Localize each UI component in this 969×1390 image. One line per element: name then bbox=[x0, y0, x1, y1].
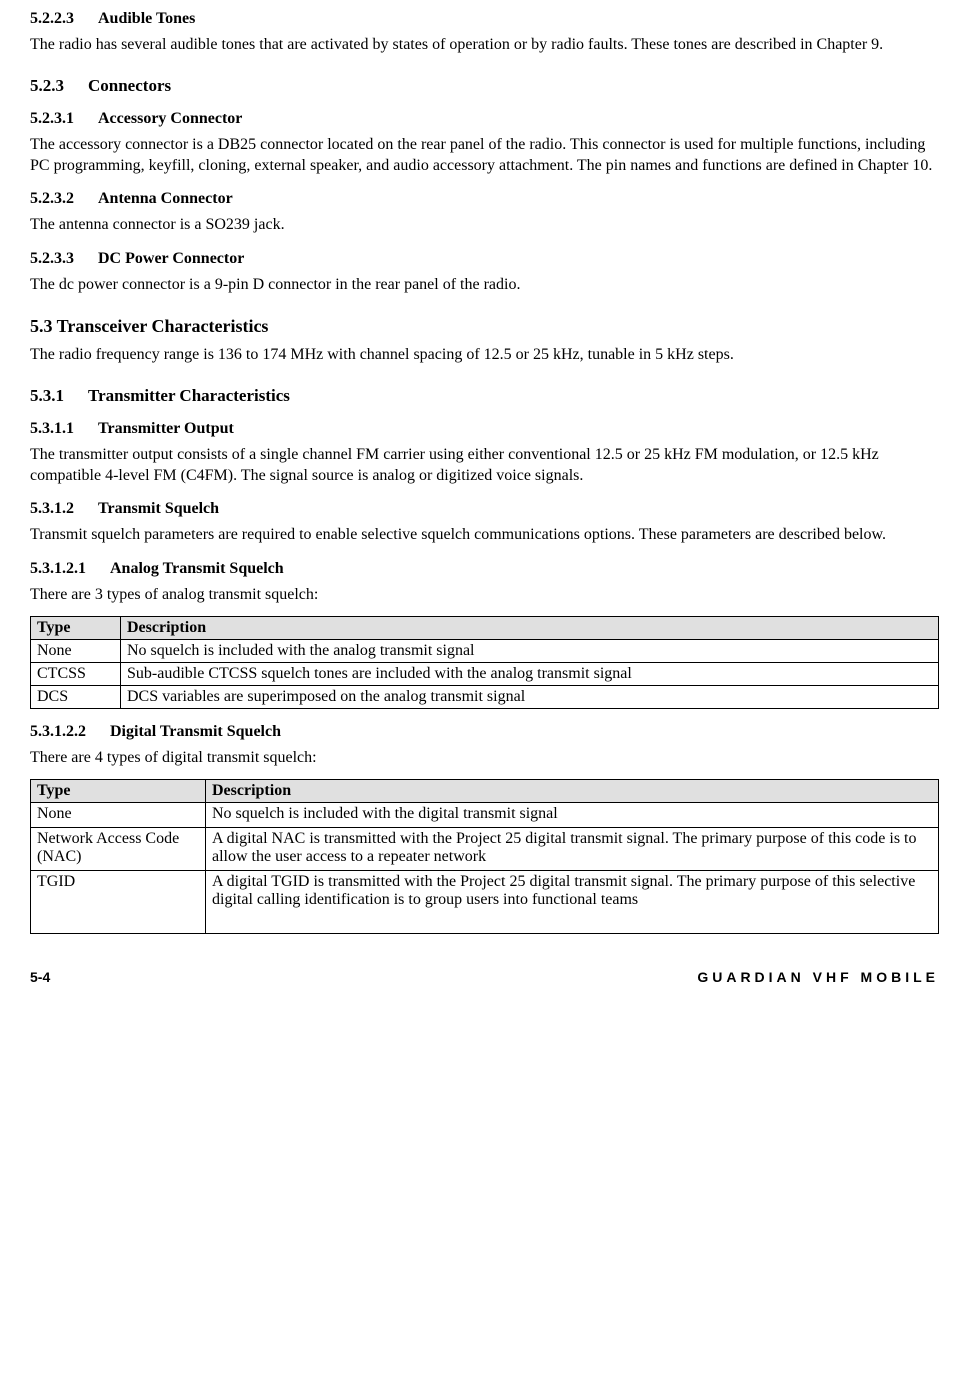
heading-transceiver-characteristics: 5.3 Transceiver Characteristics bbox=[30, 316, 939, 337]
heading-connectors: 5.2.3 Connectors bbox=[30, 76, 939, 96]
footer-title: GUARDIAN VHF MOBILE bbox=[697, 969, 939, 985]
section-title: Transmitter Characteristics bbox=[88, 386, 290, 405]
body-text: The accessory connector is a DB25 connec… bbox=[30, 135, 939, 177]
heading-transmitter-characteristics: 5.3.1 Transmitter Characteristics bbox=[30, 386, 939, 406]
section-title: Antenna Connector bbox=[98, 190, 233, 207]
body-text: There are 4 types of digital transmit sq… bbox=[30, 748, 939, 769]
page-footer: 5-4 GUARDIAN VHF MOBILE bbox=[30, 969, 939, 985]
table-cell: None bbox=[31, 639, 121, 662]
table-row: DCS DCS variables are superimposed on th… bbox=[31, 685, 939, 708]
table-header-description: Description bbox=[121, 616, 939, 639]
analog-squelch-table: Type Description None No squelch is incl… bbox=[30, 616, 939, 709]
digital-squelch-table: Type Description None No squelch is incl… bbox=[30, 779, 939, 934]
section-number: 5.2.3.3 bbox=[30, 250, 74, 267]
section-number: 5.3.1 bbox=[30, 386, 64, 405]
table-cell: No squelch is included with the digital … bbox=[206, 802, 939, 827]
section-title: Analog Transmit Squelch bbox=[110, 560, 284, 577]
section-title: Digital Transmit Squelch bbox=[110, 723, 281, 740]
table-row: TGID A digital TGID is transmitted with … bbox=[31, 870, 939, 933]
section-title: Transmit Squelch bbox=[98, 500, 219, 517]
table-cell: CTCSS bbox=[31, 662, 121, 685]
page-number: 5-4 bbox=[30, 969, 50, 985]
section-number: 5.3.1.2.1 bbox=[30, 560, 86, 577]
section-number: 5.2.3.2 bbox=[30, 190, 74, 207]
table-cell: A digital NAC is transmitted with the Pr… bbox=[206, 827, 939, 870]
heading-dc-power-connector: 5.2.3.3 DC Power Connector bbox=[30, 250, 939, 268]
heading-audible-tones: 5.2.2.3 Audible Tones bbox=[30, 10, 939, 28]
body-text: Transmit squelch parameters are required… bbox=[30, 525, 939, 546]
table-row: CTCSS Sub-audible CTCSS squelch tones ar… bbox=[31, 662, 939, 685]
section-number: 5.2.3.1 bbox=[30, 110, 74, 127]
heading-digital-transmit-squelch: 5.3.1.2.2 Digital Transmit Squelch bbox=[30, 723, 939, 741]
section-title: Audible Tones bbox=[98, 10, 195, 27]
table-header-type: Type bbox=[31, 779, 206, 802]
table-cell: A digital TGID is transmitted with the P… bbox=[206, 870, 939, 933]
body-text: The dc power connector is a 9-pin D conn… bbox=[30, 275, 939, 296]
heading-analog-transmit-squelch: 5.3.1.2.1 Analog Transmit Squelch bbox=[30, 560, 939, 578]
section-number: 5.3.1.2.2 bbox=[30, 723, 86, 740]
section-title: DC Power Connector bbox=[98, 250, 244, 267]
section-number: 5.3.1.1 bbox=[30, 420, 74, 437]
body-text: The antenna connector is a SO239 jack. bbox=[30, 215, 939, 236]
heading-accessory-connector: 5.2.3.1 Accessory Connector bbox=[30, 110, 939, 128]
table-header-description: Description bbox=[206, 779, 939, 802]
section-number: 5.2.2.3 bbox=[30, 10, 74, 27]
table-cell: DCS variables are superimposed on the an… bbox=[121, 685, 939, 708]
heading-transmit-squelch: 5.3.1.2 Transmit Squelch bbox=[30, 500, 939, 518]
heading-antenna-connector: 5.2.3.2 Antenna Connector bbox=[30, 190, 939, 208]
table-row: None No squelch is included with the ana… bbox=[31, 639, 939, 662]
table-row: None No squelch is included with the dig… bbox=[31, 802, 939, 827]
body-text: The radio frequency range is 136 to 174 … bbox=[30, 345, 939, 366]
body-text: There are 3 types of analog transmit squ… bbox=[30, 585, 939, 606]
table-cell: Sub-audible CTCSS squelch tones are incl… bbox=[121, 662, 939, 685]
table-cell: No squelch is included with the analog t… bbox=[121, 639, 939, 662]
table-header-row: Type Description bbox=[31, 779, 939, 802]
table-cell: DCS bbox=[31, 685, 121, 708]
section-title: Transmitter Output bbox=[98, 420, 234, 437]
section-number: 5.2.3 bbox=[30, 76, 64, 95]
body-text: The radio has several audible tones that… bbox=[30, 35, 939, 56]
body-text: The transmitter output consists of a sin… bbox=[30, 445, 939, 487]
table-row: Network Access Code (NAC) A digital NAC … bbox=[31, 827, 939, 870]
section-title: Connectors bbox=[88, 76, 171, 95]
section-title: Accessory Connector bbox=[98, 110, 242, 127]
table-header-row: Type Description bbox=[31, 616, 939, 639]
table-cell: None bbox=[31, 802, 206, 827]
table-cell: TGID bbox=[31, 870, 206, 933]
section-number: 5.3.1.2 bbox=[30, 500, 74, 517]
heading-transmitter-output: 5.3.1.1 Transmitter Output bbox=[30, 420, 939, 438]
table-header-type: Type bbox=[31, 616, 121, 639]
table-cell: Network Access Code (NAC) bbox=[31, 827, 206, 870]
